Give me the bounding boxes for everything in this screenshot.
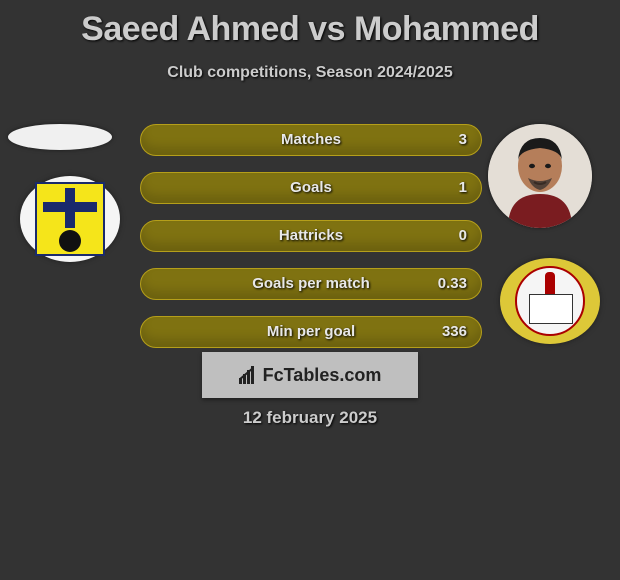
stat-row: Goals 1 <box>140 172 482 204</box>
page-subtitle: Club competitions, Season 2024/2025 <box>0 64 620 82</box>
page-title: Saeed Ahmed vs Mohammed <box>0 10 620 49</box>
stat-label: Min per goal <box>141 317 481 347</box>
club-badge-left <box>20 176 120 262</box>
stat-value-right: 336 <box>442 317 467 347</box>
stat-value-right: 3 <box>459 125 467 155</box>
stat-label: Matches <box>141 125 481 155</box>
stat-label: Goals per match <box>141 269 481 299</box>
comparison-infographic: Saeed Ahmed vs Mohammed Club competition… <box>0 0 620 580</box>
stat-row: Goals per match 0.33 <box>140 268 482 300</box>
footer-date: 12 february 2025 <box>0 408 620 428</box>
stat-label: Hattricks <box>141 221 481 251</box>
club-badge-right <box>500 258 600 344</box>
stat-label: Goals <box>141 173 481 203</box>
site-logo-banner: FcTables.com <box>202 352 418 398</box>
bars-icon <box>239 366 259 384</box>
player-left-photo <box>8 124 112 150</box>
site-label: FcTables.com <box>263 365 382 386</box>
stats-column: Matches 3 Goals 1 Hattricks 0 Goals per … <box>140 124 480 364</box>
stat-row: Min per goal 336 <box>140 316 482 348</box>
shield-icon <box>35 182 105 256</box>
player-right-photo <box>488 124 592 228</box>
face-icon <box>488 124 592 228</box>
stat-value-right: 0.33 <box>438 269 467 299</box>
stat-value-right: 1 <box>459 173 467 203</box>
stat-row: Hattricks 0 <box>140 220 482 252</box>
stat-value-right: 0 <box>459 221 467 251</box>
emblem-icon <box>515 266 585 336</box>
stat-row: Matches 3 <box>140 124 482 156</box>
